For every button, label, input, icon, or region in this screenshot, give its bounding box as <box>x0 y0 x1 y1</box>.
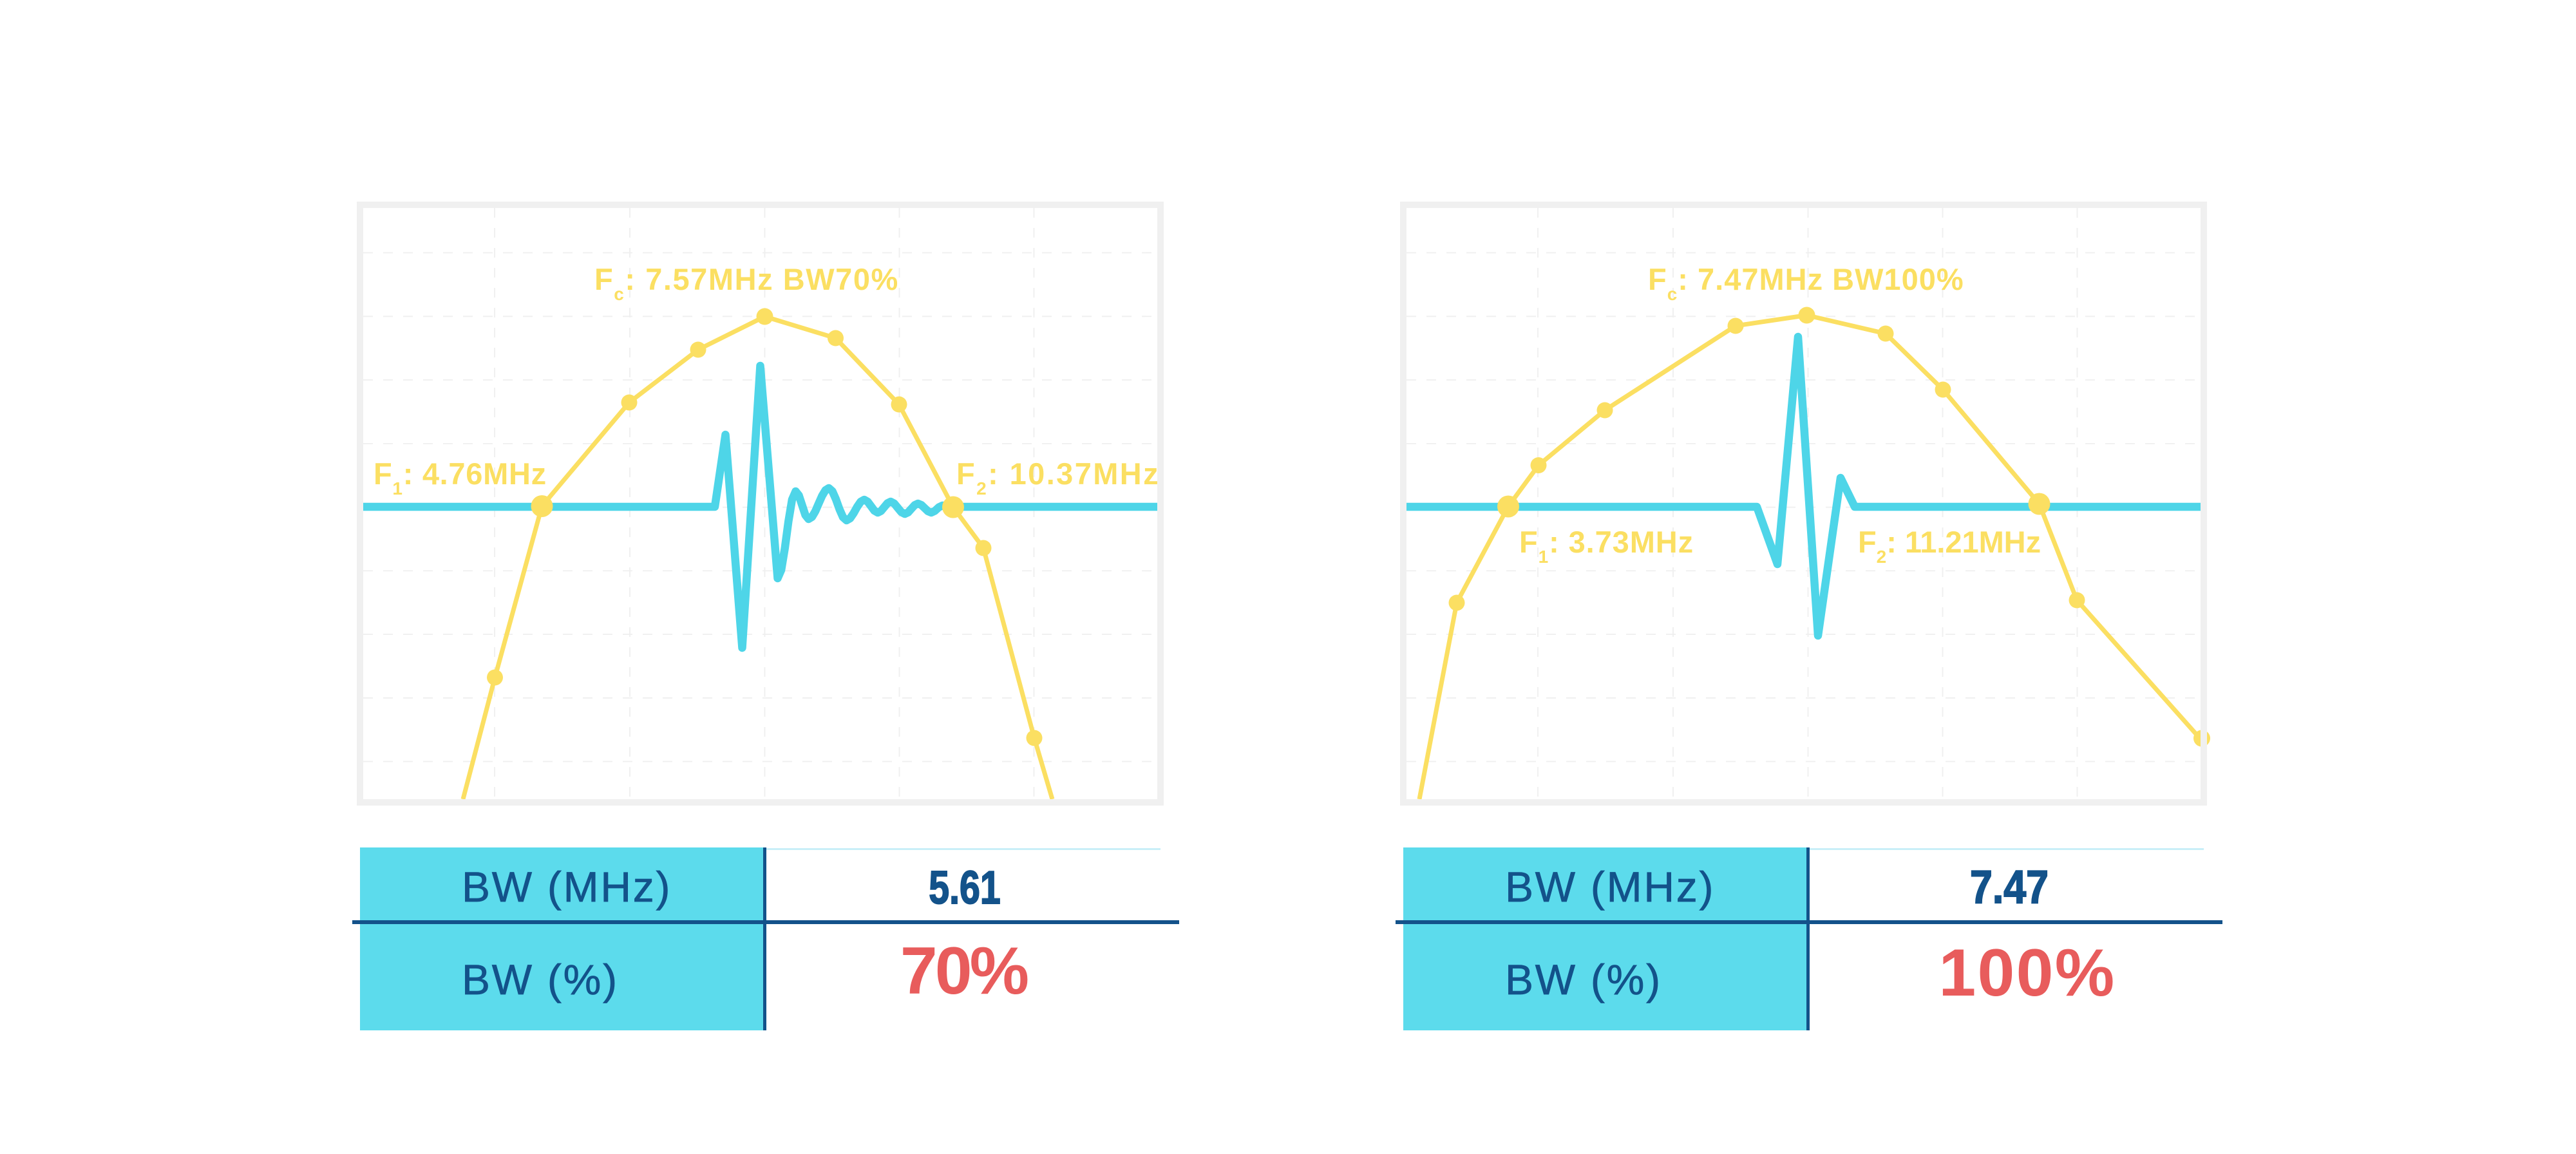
svg-text:F1: 3.73MHz: F1: 3.73MHz <box>1519 525 1694 567</box>
svg-text:F2: 10.37MHz: F2: 10.37MHz <box>956 457 1157 498</box>
svg-text:F2: 11.21MHz: F2: 11.21MHz <box>1858 525 2041 567</box>
svg-text:Fc: 7.57MHz BW70%: Fc: 7.57MHz BW70% <box>594 262 899 304</box>
svg-text:F1: 4.76MHz: F1: 4.76MHz <box>374 457 547 498</box>
svg-text:Fc: 7.47MHz BW100%: Fc: 7.47MHz BW100% <box>1648 262 1964 304</box>
